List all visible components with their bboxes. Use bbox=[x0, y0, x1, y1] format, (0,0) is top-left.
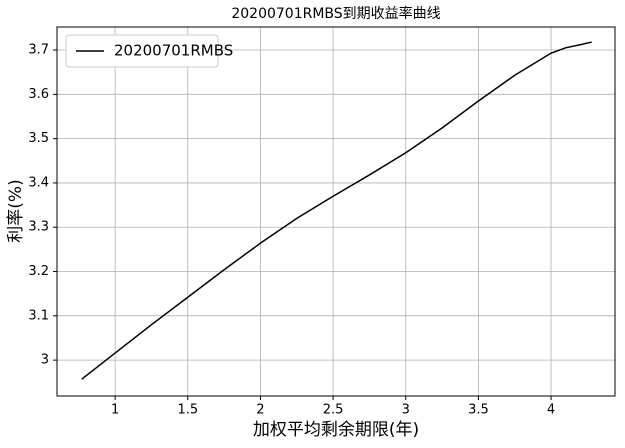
y-axis-label: 利率(%) bbox=[6, 179, 26, 242]
x-tick-label: 3.5 bbox=[468, 403, 489, 418]
plot-frame bbox=[56, 26, 616, 397]
legend-box bbox=[65, 34, 219, 68]
legend-label: 20200701RMBS bbox=[114, 42, 233, 60]
series-line bbox=[81, 41, 592, 380]
y-tick-label: 3.1 bbox=[28, 308, 49, 323]
chart-title: 20200701RMBS到期收益率曲线 bbox=[231, 5, 440, 22]
y-tick-label: 3.6 bbox=[28, 87, 49, 102]
x-tick-label: 3 bbox=[402, 403, 410, 418]
x-tick-label: 1 bbox=[111, 403, 119, 418]
y-tick-label: 3.3 bbox=[28, 220, 49, 235]
y-tick-label: 3.4 bbox=[28, 175, 49, 190]
x-axis-label: 加权平均剩余期限(年) bbox=[253, 420, 419, 440]
x-tick-label: 4 bbox=[547, 403, 555, 418]
x-tick-label: 2.5 bbox=[323, 403, 344, 418]
y-tick-label: 3.5 bbox=[28, 131, 49, 146]
x-tick-label: 1.5 bbox=[177, 403, 198, 418]
y-tick-label: 3 bbox=[41, 353, 49, 368]
y-tick-label: 3.2 bbox=[28, 264, 49, 279]
x-tick-label: 2 bbox=[256, 403, 264, 418]
y-tick-label: 3.7 bbox=[28, 43, 49, 58]
